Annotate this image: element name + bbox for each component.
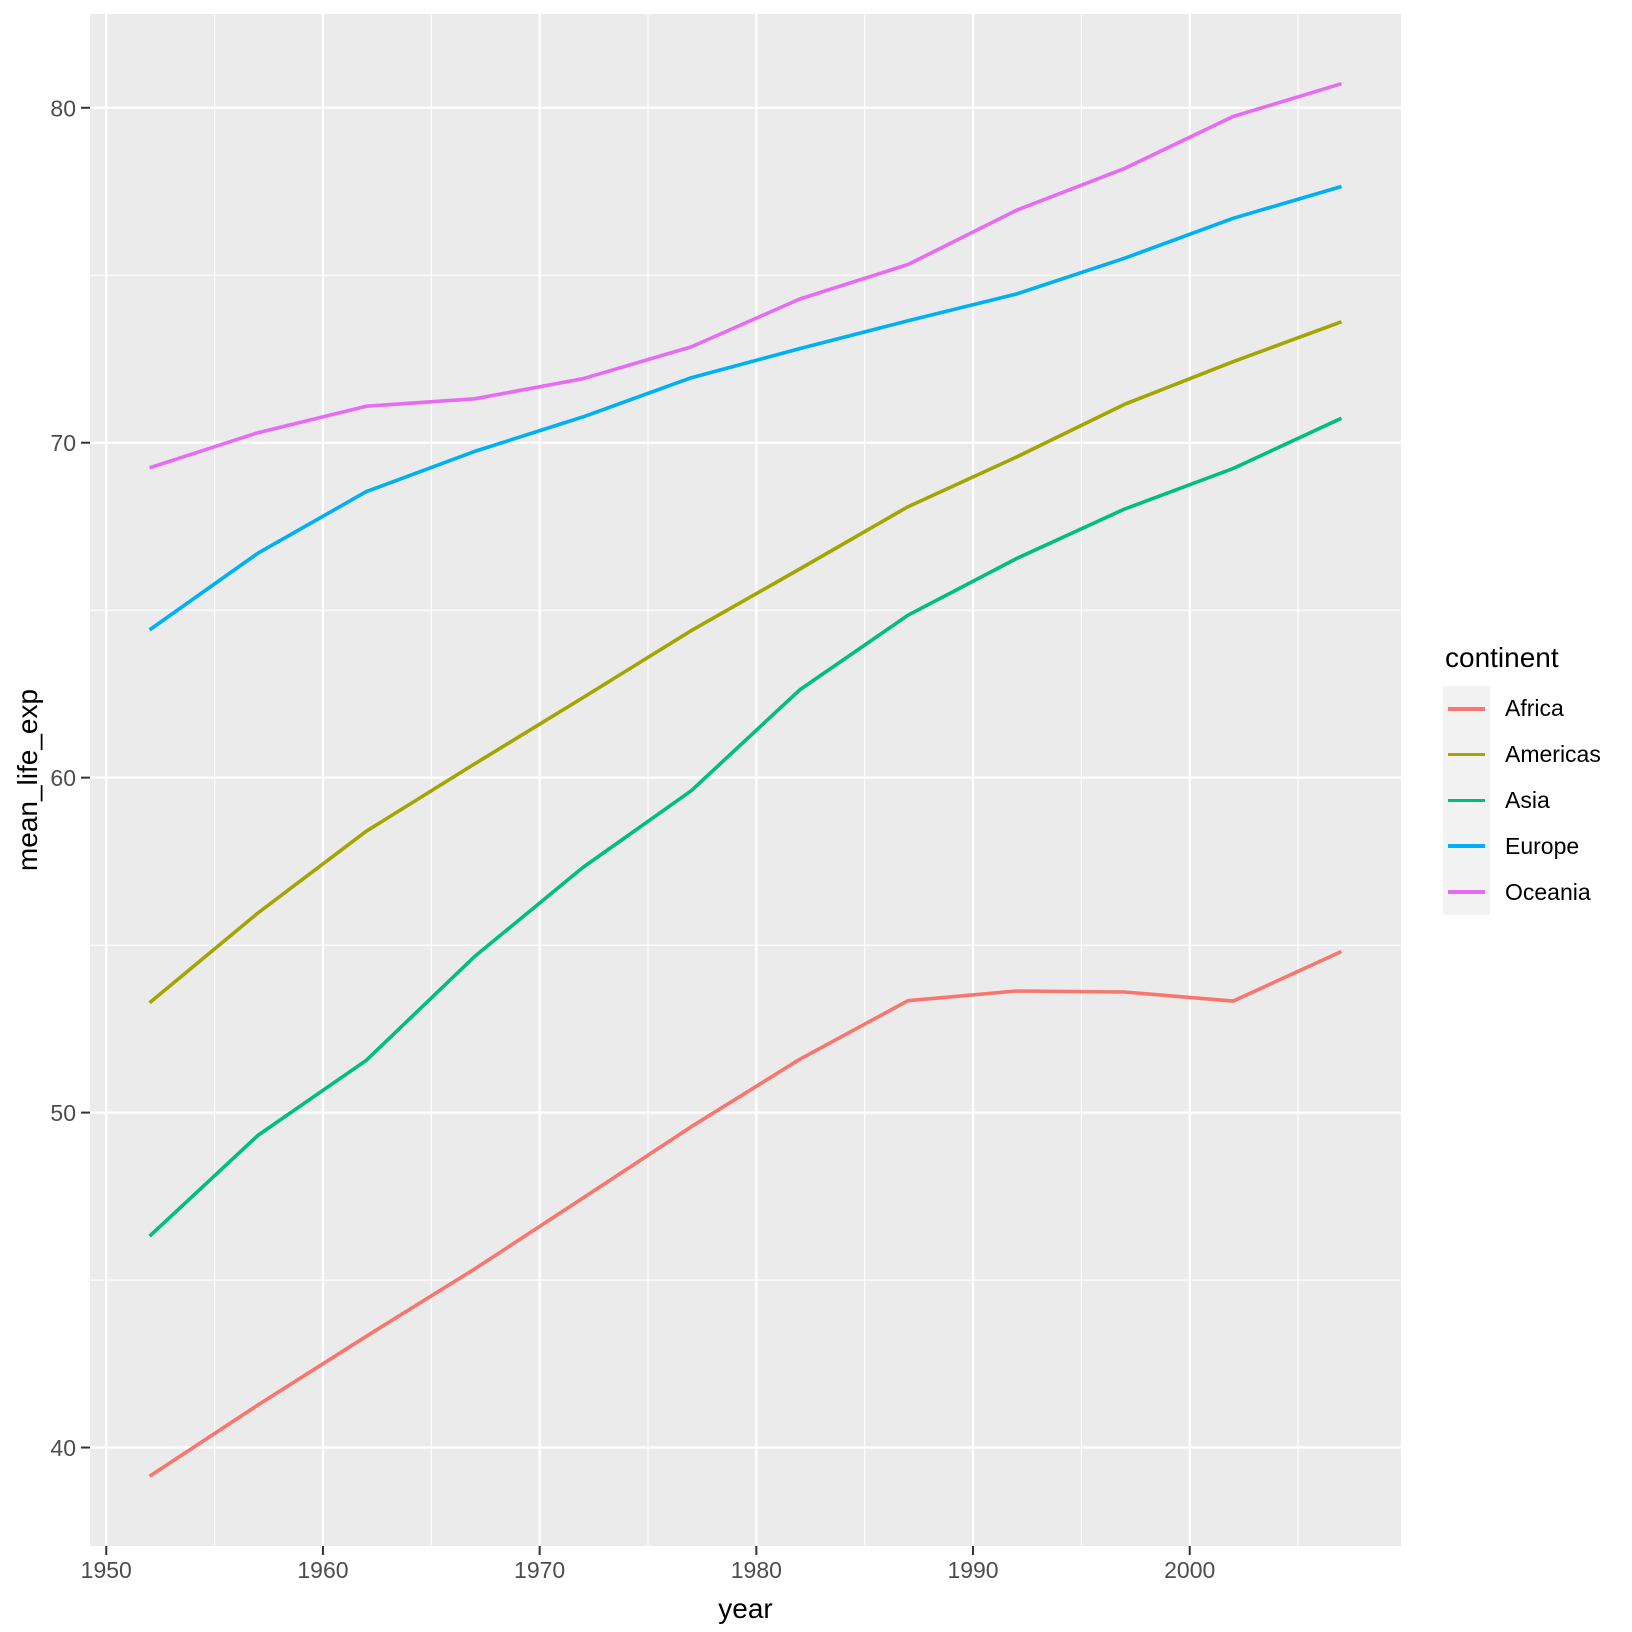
- x-tick-label: 1960: [297, 1557, 348, 1583]
- y-axis-title: mean_life_exp: [12, 689, 43, 871]
- legend-key-icon: [1443, 777, 1490, 824]
- x-tick-label: 1990: [947, 1557, 998, 1583]
- legend-item-oceania: Oceania: [1443, 869, 1601, 915]
- legend-item-label: Europe: [1505, 832, 1580, 859]
- legend-key-icon: [1443, 823, 1490, 870]
- y-tick-label: 50: [50, 1100, 76, 1126]
- series-line-oceania: [149, 81, 1342, 470]
- x-tick-label: 2000: [1164, 1557, 1215, 1583]
- y-tick-label: 70: [50, 430, 76, 456]
- series-line-africa: [148, 949, 1343, 1478]
- series-line-asia: [148, 416, 1343, 1238]
- legend-item-label: Oceania: [1505, 878, 1591, 905]
- legend-key-icon: [1443, 731, 1490, 778]
- series-line-europe: [148, 184, 1342, 632]
- y-tick-label: 80: [50, 95, 76, 121]
- legend-item-label: Africa: [1505, 695, 1564, 722]
- legend-key-icon: [1443, 686, 1490, 732]
- legend-item-label: Asia: [1505, 786, 1550, 813]
- panel-background: [90, 14, 1401, 1546]
- legend-item-asia: Asia: [1443, 777, 1601, 824]
- legend-line-swatch-icon: [1448, 798, 1485, 803]
- legend-item-americas: Americas: [1443, 731, 1601, 778]
- series-line-americas: [148, 320, 1343, 1005]
- y-tick-label: 60: [50, 765, 76, 791]
- legend-items: Africa Americas Asia Europe Oceania: [1443, 686, 1601, 915]
- legend-line-swatch-icon: [1448, 707, 1485, 711]
- legend-item-africa: Africa: [1443, 686, 1601, 732]
- x-tick-label: 1950: [81, 1557, 132, 1583]
- legend-key-icon: [1443, 869, 1490, 915]
- x-tick-label: 1970: [514, 1557, 565, 1583]
- y-tick-label: 40: [50, 1435, 76, 1461]
- legend-line-swatch-icon: [1448, 752, 1485, 757]
- x-axis-title: year: [718, 1593, 772, 1624]
- legend: continent Africa Americas Asia Europe Oceani…: [1443, 641, 1601, 915]
- legend-item-europe: Europe: [1443, 823, 1601, 870]
- legend-line-swatch-icon: [1448, 844, 1485, 849]
- x-tick-label: 1980: [731, 1557, 782, 1583]
- legend-line-swatch-icon: [1448, 890, 1485, 894]
- legend-title: continent: [1445, 642, 1559, 673]
- legend-item-label: Americas: [1505, 741, 1601, 768]
